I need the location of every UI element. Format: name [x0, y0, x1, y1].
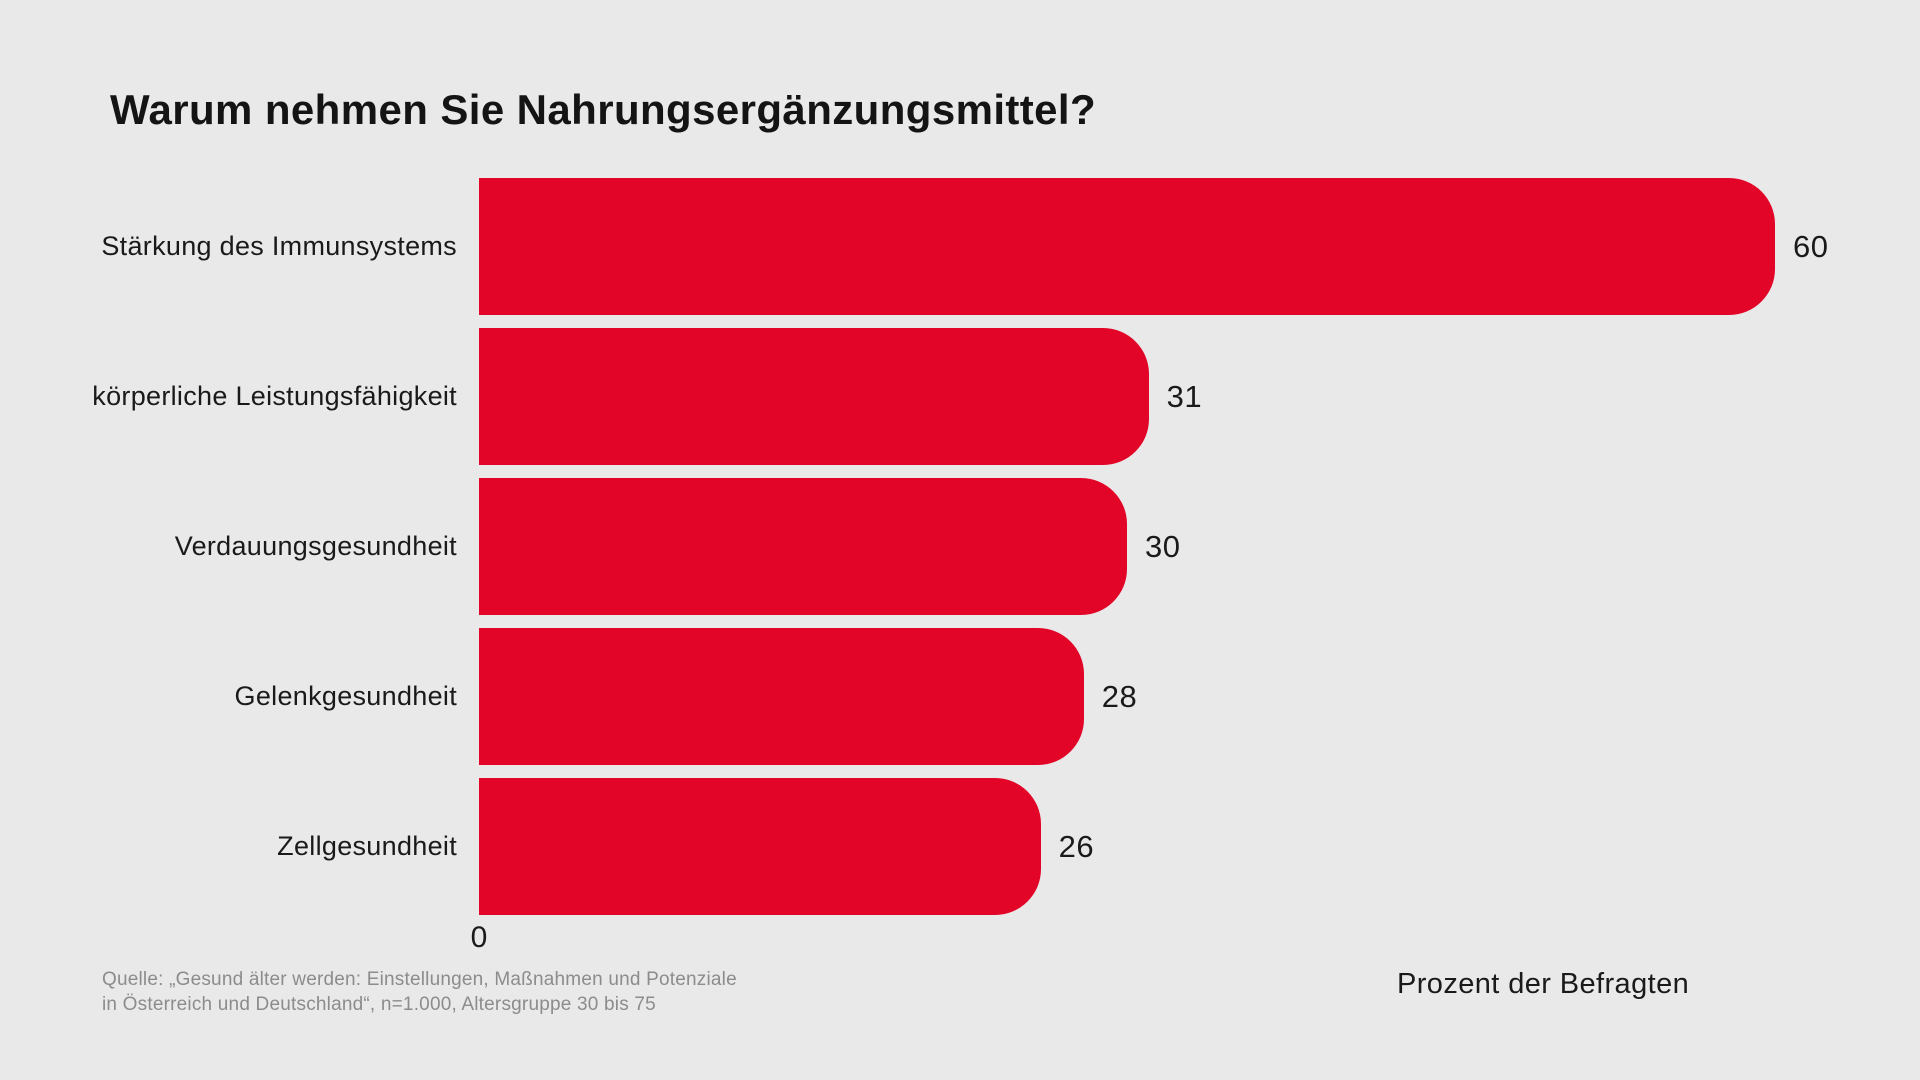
- bar-track: [479, 778, 1041, 915]
- chart-title: Warum nehmen Sie Nahrungsergänzungsmitte…: [110, 86, 1097, 133]
- category-label: körperliche Leistungsfähigkeit: [92, 381, 457, 411]
- bar: [479, 478, 1127, 615]
- x-axis-zero-tick: 0: [470, 921, 488, 954]
- source-note: Quelle: „Gesund älter werden: Einstellun…: [102, 967, 737, 1017]
- bar-track: [479, 628, 1084, 765]
- bar-track: [479, 178, 1775, 315]
- value-label: 60: [1793, 228, 1829, 264]
- bar: [479, 178, 1775, 315]
- category-label: Stärkung des Immunsystems: [101, 231, 457, 261]
- source-note-line2: in Österreich und Deutschland“, n=1.000,…: [102, 994, 656, 1015]
- bar-track: [479, 328, 1149, 465]
- category-label: Gelenkgesundheit: [234, 681, 457, 711]
- bar: [479, 628, 1084, 765]
- x-axis-label: Prozent der Befragten: [1397, 968, 1690, 1000]
- value-label: 31: [1166, 378, 1203, 414]
- source-note-line1: Quelle: „Gesund älter werden: Einstellun…: [102, 969, 737, 990]
- value-label: 28: [1101, 678, 1138, 714]
- bar-row: körperliche Leistungsfähigkeit 31: [0, 328, 1920, 465]
- bar-row: Gelenkgesundheit 28: [0, 628, 1920, 765]
- bar-row: Stärkung des Immunsystems 60: [0, 178, 1920, 315]
- category-label: Verdauungsgesundheit: [174, 531, 457, 561]
- bar-track: [479, 478, 1127, 615]
- bar: [479, 328, 1149, 465]
- bar-chart: Stärkung des Immunsystems 60 körperliche L…: [0, 178, 1920, 928]
- bar-row: Verdauungsgesundheit 30: [0, 478, 1920, 615]
- category-label: Zellgesundheit: [277, 831, 457, 861]
- value-label: 30: [1145, 528, 1181, 564]
- value-label: 26: [1058, 828, 1095, 864]
- bar: [479, 778, 1041, 915]
- bar-row: Zellgesundheit 26: [0, 778, 1920, 915]
